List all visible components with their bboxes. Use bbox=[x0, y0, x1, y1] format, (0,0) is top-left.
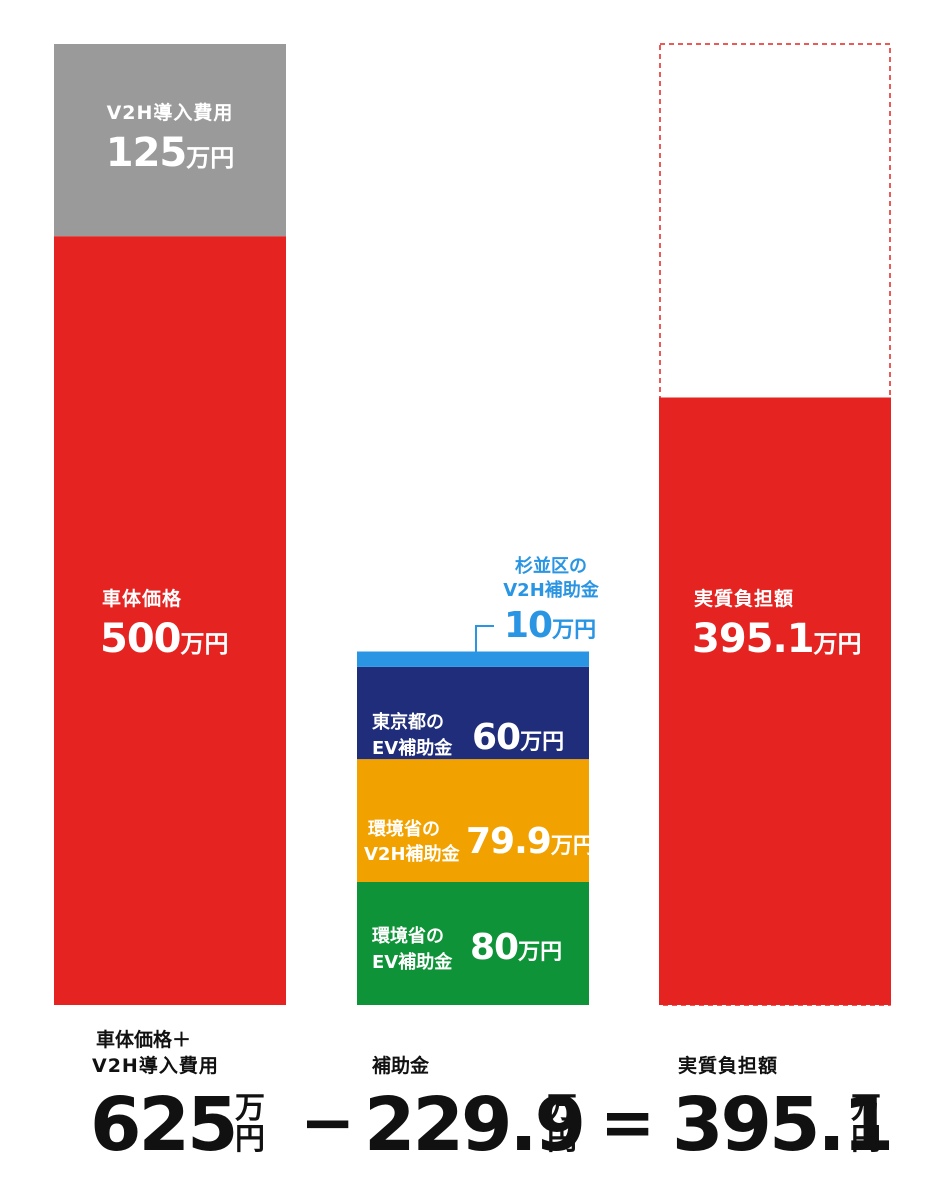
suginami-callout-line bbox=[475, 625, 494, 652]
suginami-number: 10 bbox=[504, 605, 553, 646]
cost-caption-line1: 車体価格＋ bbox=[96, 1029, 192, 1051]
subsidy-total-unit-top: 万 bbox=[547, 1091, 577, 1126]
suginami-value: 10万円 bbox=[504, 606, 596, 651]
vehicle-price-label: 車体価格 bbox=[102, 588, 183, 610]
moe-ev-label-line1: 環境省の bbox=[372, 926, 444, 947]
bar-segment-suginami bbox=[357, 651, 589, 667]
suginami-label-line1: 杉並区の bbox=[515, 556, 587, 577]
subsidy-total-unit-bottom: 円 bbox=[547, 1122, 577, 1157]
cost-total-unit-top: 万 bbox=[235, 1091, 265, 1126]
vehicle-price-number: 500 bbox=[100, 616, 181, 662]
net-burden-label: 実質負担額 bbox=[694, 588, 795, 610]
tokyo-label-line2: EV補助金 bbox=[372, 738, 453, 759]
moe-v2h-label-line1: 環境省の bbox=[368, 819, 440, 840]
cost-total-number: 625 bbox=[90, 1082, 238, 1168]
net-burden-number: 395.1 bbox=[692, 616, 815, 662]
subsidy-caption: 補助金 bbox=[372, 1055, 430, 1077]
cost-caption-line2: V2H導入費用 bbox=[92, 1055, 219, 1077]
net-caption: 実質負担額 bbox=[678, 1055, 779, 1077]
v2h-cost-number: 125 bbox=[105, 130, 187, 176]
net-burden-unit: 万円 bbox=[813, 630, 862, 658]
tokyo-number: 60 bbox=[472, 717, 521, 758]
bar-segment-moe_ev bbox=[357, 881, 589, 1005]
v2h-cost-value: 125万円 bbox=[54, 130, 286, 181]
bar-segment-tokyo bbox=[357, 666, 589, 760]
net-burden-value: 395.1万円 bbox=[692, 616, 862, 667]
subsidy-total-number: 229.9 bbox=[364, 1082, 586, 1168]
suginami-unit: 万円 bbox=[552, 618, 597, 643]
net-total-number: 395.1 bbox=[672, 1082, 894, 1168]
cost-total-unit-bottom: 円 bbox=[235, 1122, 265, 1157]
moe-v2h-label-line2: V2H補助金 bbox=[364, 844, 460, 865]
v2h-cost-unit: 万円 bbox=[186, 144, 235, 172]
moe-v2h-number: 79.9 bbox=[466, 821, 552, 862]
suginami-label-line2: V2H補助金 bbox=[503, 580, 599, 601]
bar-segment-net_burden bbox=[659, 397, 891, 1005]
net-total-unit-bottom: 円 bbox=[851, 1122, 881, 1157]
moe-v2h-value: 79.9万円 bbox=[466, 822, 595, 867]
net-total-unit-top: 万 bbox=[851, 1091, 881, 1126]
bar-segment-vehicle bbox=[54, 236, 286, 1005]
moe-ev-value: 80万円 bbox=[470, 928, 562, 973]
moe-ev-label-line2: EV補助金 bbox=[372, 952, 453, 973]
minus-sign: − bbox=[300, 1084, 356, 1161]
moe-ev-unit: 万円 bbox=[518, 940, 563, 965]
bar-segment-v2h_cost bbox=[54, 44, 286, 237]
v2h-cost-label: V2H導入費用 bbox=[106, 102, 234, 124]
vehicle-price-unit: 万円 bbox=[180, 630, 229, 658]
tokyo-label-line1: 東京都の bbox=[372, 712, 444, 733]
moe-ev-number: 80 bbox=[470, 927, 519, 968]
equals-sign: = bbox=[600, 1084, 656, 1161]
moe-v2h-unit: 万円 bbox=[550, 834, 595, 859]
tokyo-value: 60万円 bbox=[472, 718, 564, 763]
tokyo-unit: 万円 bbox=[520, 730, 565, 755]
bar-segment-moe_v2h bbox=[357, 759, 589, 882]
vehicle-price-value: 500万円 bbox=[100, 616, 229, 667]
